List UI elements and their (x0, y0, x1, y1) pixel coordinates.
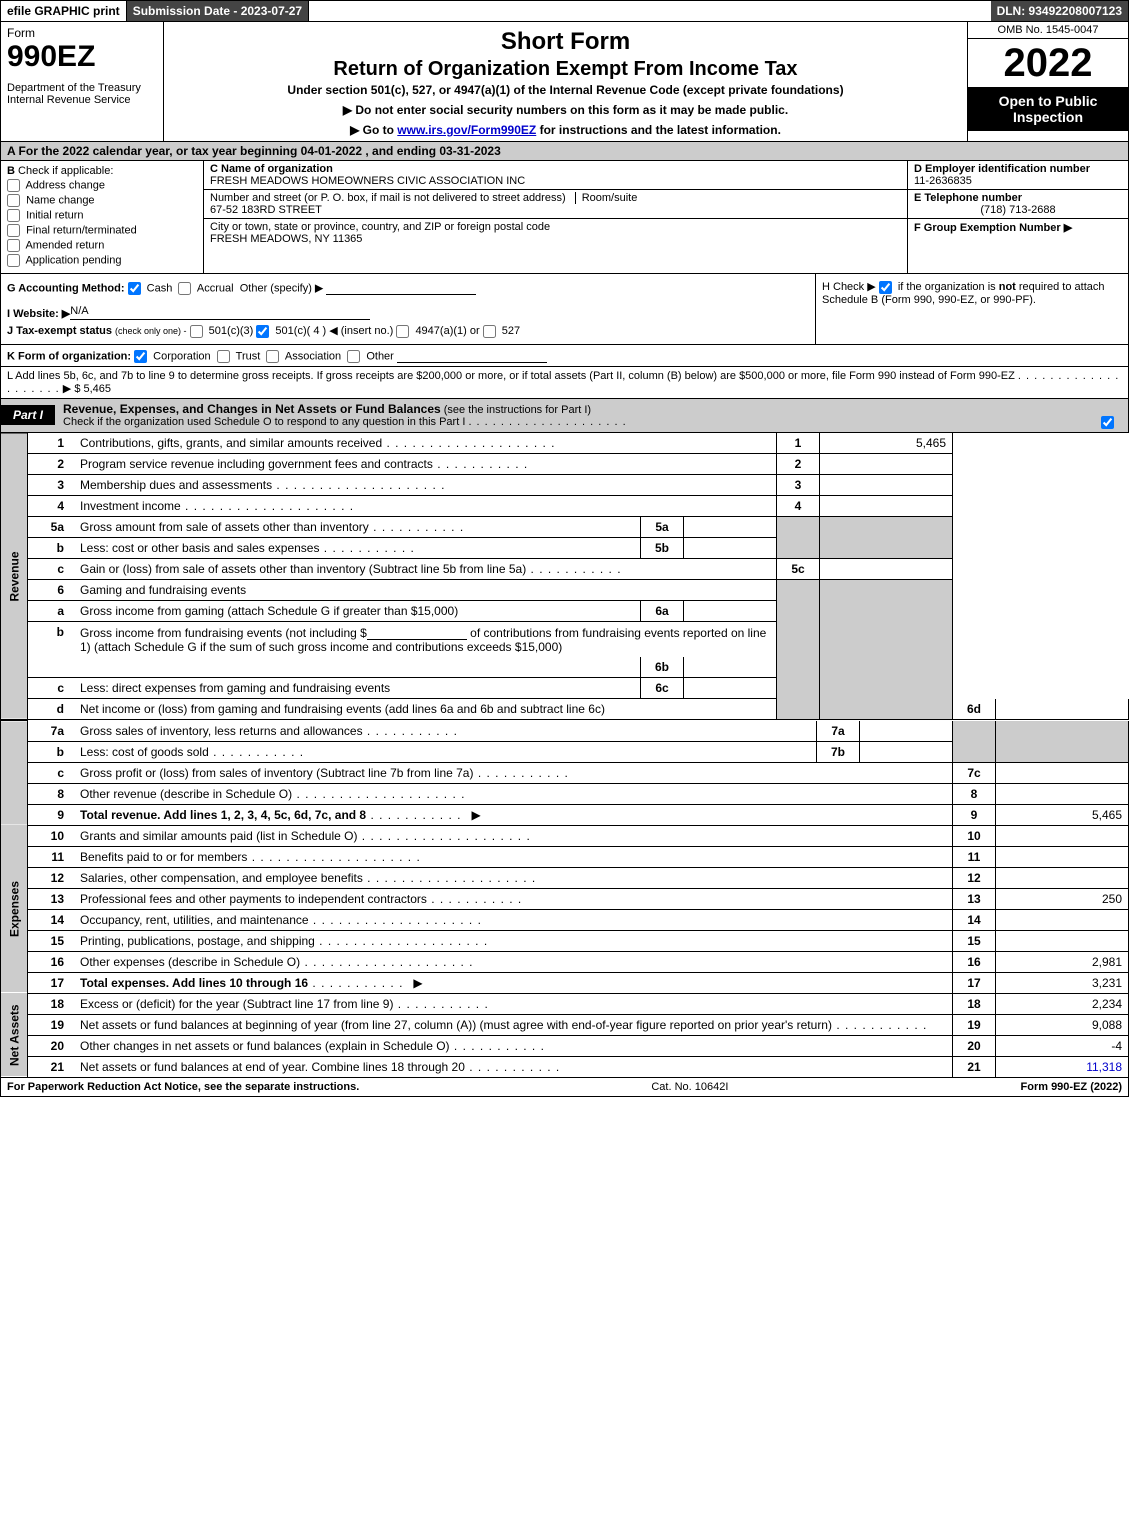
k-label: K Form of organization: (7, 350, 131, 362)
row-a-tax-year: A For the 2022 calendar year, or tax yea… (0, 142, 1129, 161)
line-desc: Contributions, gifts, grants, and simila… (74, 433, 777, 454)
lines-table-2: 7a Gross sales of inventory, less return… (0, 720, 1129, 1078)
section-j: J Tax-exempt status (check only one) - 5… (7, 324, 809, 338)
initial-return-check[interactable]: Initial return (7, 209, 197, 222)
section-h: H Check ▶ if the organization is not req… (815, 274, 1128, 344)
note-goto-pre: ▶ Go to (350, 123, 397, 137)
schedule-o-check[interactable] (1101, 416, 1114, 429)
room-label: Room/suite (575, 192, 638, 204)
section-i: I Website: ▶N/A (7, 305, 809, 320)
header-left: Form 990EZ Department of the Treasury In… (1, 22, 164, 141)
expenses-sidelabel: Expenses (1, 825, 28, 993)
dln-label: DLN: 93492208007123 (991, 1, 1128, 21)
d-label: D Employer identification number (914, 163, 1090, 175)
city-label: City or town, state or province, country… (210, 221, 901, 233)
c-name-label: C Name of organization (210, 163, 333, 175)
e-label: E Telephone number (914, 192, 1022, 204)
top-bar: efile GRAPHIC print Submission Date - 20… (0, 0, 1129, 22)
l-arrow: ▶ $ (63, 383, 81, 395)
corp-check[interactable] (134, 350, 147, 363)
b-check-if: Check if applicable: (18, 165, 113, 177)
tax-year: 2022 (968, 39, 1128, 87)
main-title: Return of Organization Exempt From Incom… (170, 58, 961, 81)
revenue-sidelabel-2 (1, 721, 28, 826)
dept-label: Department of the Treasury Internal Reve… (7, 82, 157, 106)
form-number: 990EZ (7, 40, 157, 74)
col-gi: G Accounting Method: Cash Accrual Other … (1, 274, 815, 344)
final-return-check[interactable]: Final return/terminated (7, 224, 197, 237)
other-specify-field[interactable] (326, 280, 476, 295)
4947-check[interactable] (396, 325, 409, 338)
section-k: K Form of organization: Corporation Trus… (0, 345, 1129, 367)
note-ssn: ▶ Do not enter social security numbers o… (170, 103, 961, 117)
lines-table: Revenue 1 Contributions, gifts, grants, … (0, 433, 1129, 721)
g-label: G Accounting Method: (7, 282, 125, 294)
org-name: FRESH MEADOWS HOMEOWNERS CIVIC ASSOCIATI… (210, 175, 901, 187)
b-letter: B (7, 165, 15, 177)
j-label: J Tax-exempt status (7, 325, 112, 337)
501c-check[interactable] (256, 325, 269, 338)
form-word: Form (7, 26, 35, 40)
part1-title: Revenue, Expenses, and Changes in Net As… (55, 399, 1128, 432)
phone-value: (718) 713-2688 (914, 204, 1122, 216)
subtitle: Under section 501(c), 527, or 4947(a)(1)… (170, 83, 961, 97)
schedule-b-check[interactable] (879, 281, 892, 294)
header-right: OMB No. 1545-0047 2022 Open to Public In… (967, 22, 1128, 141)
website-field: N/A (70, 305, 370, 320)
short-form-title: Short Form (170, 28, 961, 56)
line-val: 5,465 (820, 433, 953, 454)
street-label: Number and street (or P. O. box, if mail… (210, 192, 566, 204)
527-check[interactable] (483, 325, 496, 338)
irs-link[interactable]: www.irs.gov/Form990EZ (397, 123, 536, 137)
header-center: Short Form Return of Organization Exempt… (164, 22, 967, 141)
line-num: 1 (28, 433, 75, 454)
efile-label: efile GRAPHIC print (1, 1, 127, 21)
org-info-grid: B Check if applicable: Address change Na… (0, 161, 1129, 274)
footer-right: Form 990-EZ (2022) (1021, 1081, 1123, 1093)
501c3-check[interactable] (190, 325, 203, 338)
section-ghi: G Accounting Method: Cash Accrual Other … (0, 274, 1129, 345)
other-org-check[interactable] (347, 350, 360, 363)
org-street: 67-52 183RD STREET (210, 204, 901, 216)
trust-check[interactable] (217, 350, 230, 363)
revenue-sidelabel: Revenue (1, 433, 28, 720)
name-change-check[interactable]: Name change (7, 194, 197, 207)
address-change-check[interactable]: Address change (7, 179, 197, 192)
fundraising-amount-field[interactable] (367, 625, 467, 640)
part1-header: Part I Revenue, Expenses, and Changes in… (0, 399, 1129, 433)
accrual-check[interactable] (178, 282, 191, 295)
footer-cat: Cat. No. 10642I (359, 1081, 1020, 1093)
topbar-spacer (309, 1, 990, 21)
note-goto: ▶ Go to www.irs.gov/Form990EZ for instru… (170, 123, 961, 137)
f-label: F Group Exemption Number ▶ (914, 222, 1072, 234)
g-other: Other (specify) ▶ (240, 282, 324, 294)
l-value: 5,465 (84, 383, 112, 395)
footer-left: For Paperwork Reduction Act Notice, see … (7, 1081, 359, 1093)
ein-value: 11-2636835 (914, 175, 1122, 187)
form-header: Form 990EZ Department of the Treasury In… (0, 22, 1129, 142)
i-label: I Website: ▶ (7, 308, 70, 320)
assoc-check[interactable] (266, 350, 279, 363)
section-def: D Employer identification number 11-2636… (907, 161, 1128, 273)
l-text: L Add lines 5b, 6c, and 7b to line 9 to … (7, 370, 1015, 382)
netassets-sidelabel: Net Assets (1, 993, 28, 1077)
cash-check[interactable] (128, 282, 141, 295)
submission-date: Submission Date - 2023-07-27 (127, 1, 309, 21)
footer: For Paperwork Reduction Act Notice, see … (0, 1078, 1129, 1097)
amended-return-check[interactable]: Amended return (7, 239, 197, 252)
part1-label: Part I (1, 405, 55, 425)
section-c: C Name of organization FRESH MEADOWS HOM… (204, 161, 907, 273)
org-city: FRESH MEADOWS, NY 11365 (210, 233, 901, 245)
section-l: L Add lines 5b, 6c, and 7b to line 9 to … (0, 367, 1129, 399)
section-b: B Check if applicable: Address change Na… (1, 161, 204, 273)
other-org-field[interactable] (397, 348, 547, 363)
line-col: 1 (777, 433, 820, 454)
omb-number: OMB No. 1545-0047 (968, 22, 1128, 39)
section-g: G Accounting Method: Cash Accrual Other … (7, 280, 809, 295)
note-goto-post: for instructions and the latest informat… (536, 123, 781, 137)
app-pending-check[interactable]: Application pending (7, 254, 197, 267)
open-public: Open to Public Inspection (968, 87, 1128, 131)
